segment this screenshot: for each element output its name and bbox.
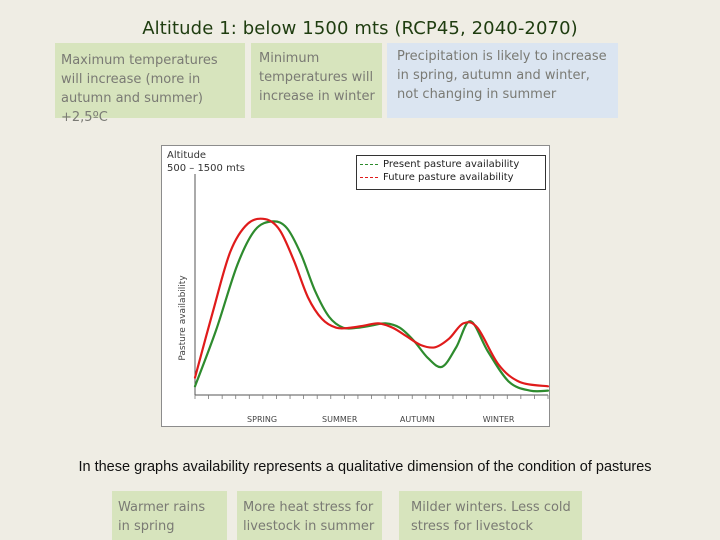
- x-tick-label-summer: SUMMER: [322, 415, 358, 424]
- spring-impact-box: Warmer rains in spring: [112, 491, 227, 540]
- legend-entry-present: Present pasture availability: [360, 158, 542, 171]
- summer-impact-box: More heat stress for livestock in summer: [237, 491, 382, 540]
- chart-note: In these graphs availability represents …: [78, 459, 652, 475]
- altitude-label-line1: Altitude: [167, 150, 207, 161]
- altitude-label-line2: 500 – 1500 mts: [167, 163, 245, 174]
- legend-entry-future: Future pasture availability: [360, 171, 542, 184]
- x-tick-label-autumn: AUTUMN: [399, 415, 435, 424]
- page-title: Altitude 1: below 1500 mts (RCP45, 2040-…: [142, 18, 578, 39]
- legend-label-present: Present pasture availability: [383, 159, 520, 170]
- y-axis-label: Pasture availability: [178, 275, 188, 361]
- legend-swatch-future: [360, 177, 378, 178]
- winter-impact-box: Milder winters. Less cold stress for liv…: [399, 491, 582, 540]
- legend-label-future: Future pasture availability: [383, 172, 514, 183]
- x-tick-label-spring: SPRING: [247, 415, 278, 424]
- altitude-label: Altitude 500 – 1500 mts: [167, 149, 245, 175]
- chart-legend: Present pasture availability Future past…: [356, 155, 546, 190]
- min-temperature-box: Minimum temperatures will increase in wi…: [251, 43, 382, 118]
- legend-swatch-present: [360, 164, 378, 165]
- precipitation-box: Precipitation is likely to increase in s…: [387, 43, 618, 118]
- x-tick-label-winter: WINTER: [482, 415, 515, 424]
- max-temperature-box: Maximum temperatures will increase (more…: [55, 43, 245, 125]
